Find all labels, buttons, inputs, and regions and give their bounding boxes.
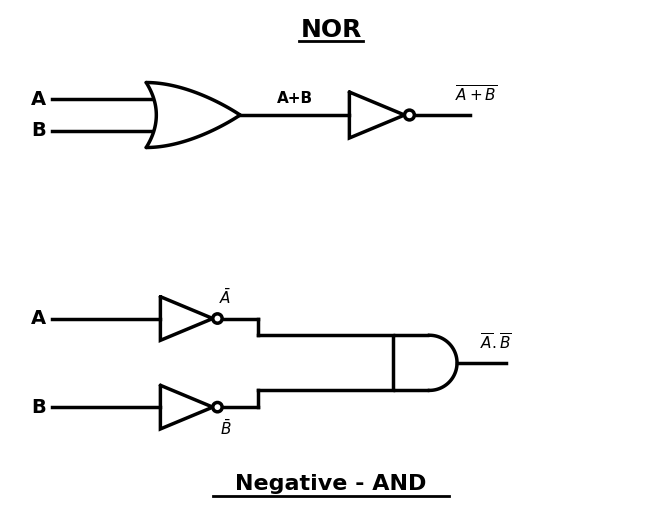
Text: B: B [32,121,46,140]
Circle shape [213,403,222,412]
Text: $\overline{A}.\overline{B}$: $\overline{A}.\overline{B}$ [480,333,512,353]
Text: $\bar{A}$: $\bar{A}$ [219,288,232,307]
Text: $\bar{B}$: $\bar{B}$ [220,419,231,438]
Text: NOR: NOR [301,18,361,41]
Text: A+B: A+B [277,92,312,106]
Text: A: A [31,309,46,328]
Circle shape [404,110,414,120]
Text: Negative - AND: Negative - AND [235,474,427,494]
Text: B: B [32,397,46,417]
Text: $\overline{A+B}$: $\overline{A+B}$ [455,85,498,105]
Text: A: A [31,89,46,109]
Circle shape [213,314,222,323]
